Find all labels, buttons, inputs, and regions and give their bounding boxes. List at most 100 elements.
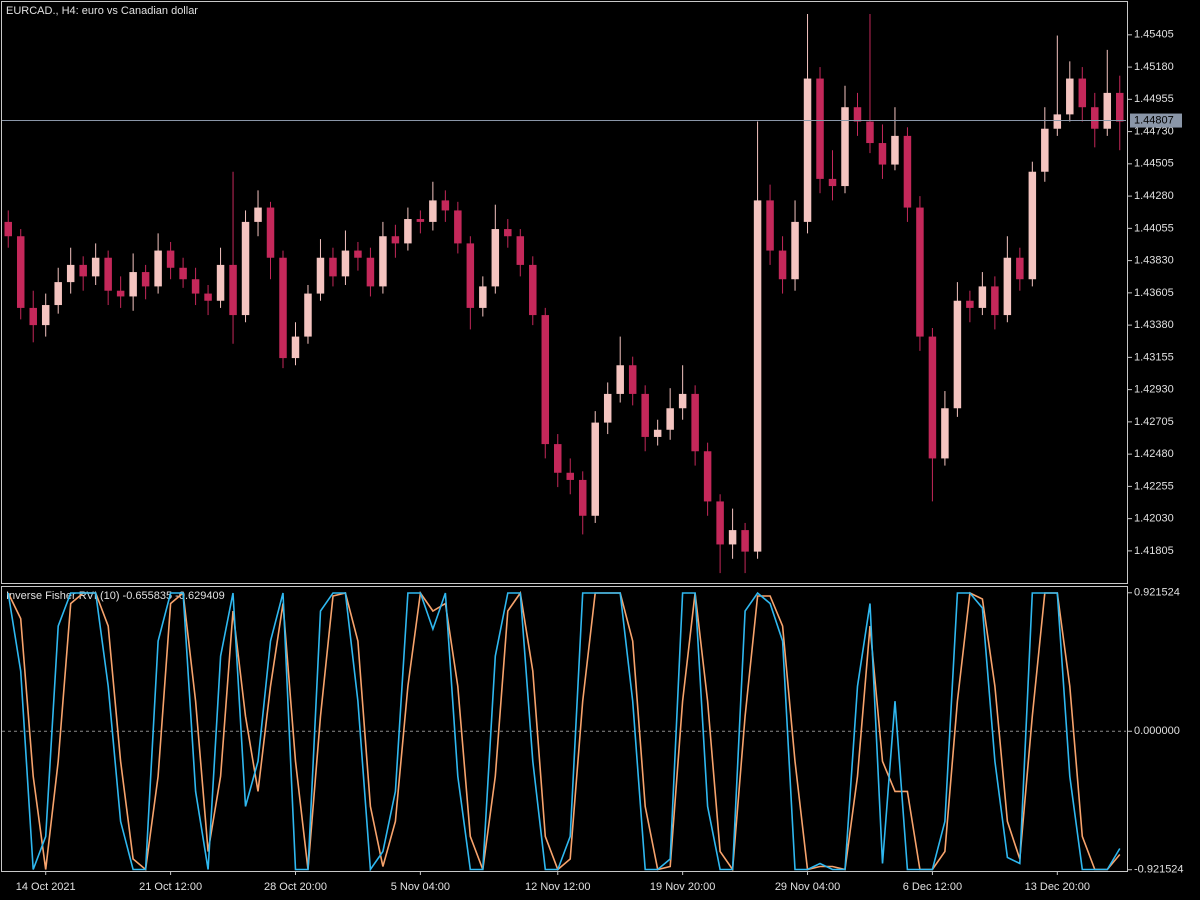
candle-body <box>154 250 162 287</box>
candle-body <box>391 236 400 244</box>
candle-body <box>678 393 687 409</box>
candle-body <box>1078 78 1087 108</box>
candle-body <box>266 207 275 258</box>
candle-body <box>991 286 999 316</box>
y-tick-label: 1.44730 <box>1134 125 1174 137</box>
candle-body <box>803 78 812 222</box>
candle-body <box>791 221 799 280</box>
y-tick-label: 1.42705 <box>1134 416 1174 428</box>
candle-body <box>916 207 924 337</box>
candle-body <box>229 264 237 316</box>
candle-body <box>191 279 200 294</box>
x-tick-label: 21 Oct 12:00 <box>139 881 202 893</box>
y-tick-label: 1.43605 <box>1134 287 1174 299</box>
candle-body <box>653 429 662 437</box>
indicator-pane-frame <box>1 586 1128 872</box>
candle-body <box>341 250 350 277</box>
x-tick-label: 6 Dec 12:00 <box>903 881 962 893</box>
candle-body <box>1041 128 1049 172</box>
indicator-line <box>7 591 1121 872</box>
candle-body <box>966 300 974 308</box>
x-tick-label: 14 Oct 2021 <box>16 881 76 893</box>
candle-body <box>54 282 62 306</box>
y-tick-label: 1.42030 <box>1134 513 1174 525</box>
candle-body <box>291 336 300 359</box>
candle-body <box>379 236 387 287</box>
candle-body <box>141 272 150 287</box>
y-tick-label: 1.42930 <box>1134 384 1174 396</box>
candle-body <box>454 210 462 244</box>
indicator-line <box>7 590 1121 872</box>
candle-body <box>1028 171 1037 280</box>
y-tick-label: 0.000000 <box>1134 725 1180 737</box>
candle-body <box>466 243 475 308</box>
candle-body <box>441 200 450 211</box>
candle-body <box>1116 92 1124 122</box>
candle-body <box>104 257 112 291</box>
candle-body <box>429 200 437 222</box>
x-tick-label: 28 Oct 20:00 <box>264 881 327 893</box>
price-pane-title: EURCAD., H4: euro vs Canadian dollar <box>6 5 198 17</box>
candle-body <box>703 451 712 502</box>
candle-body <box>179 267 187 280</box>
candle-body <box>204 293 212 301</box>
candle-body <box>816 78 824 179</box>
candle-body <box>941 408 949 459</box>
candle-body <box>41 305 50 326</box>
candle-body <box>504 229 512 237</box>
candle-body <box>216 264 225 301</box>
candle-body <box>978 286 987 308</box>
y-tick-label: 1.45405 <box>1134 29 1174 41</box>
y-tick-label: 1.43155 <box>1134 351 1174 363</box>
candle-body <box>741 530 749 552</box>
candle-body <box>778 250 787 280</box>
y-tick-label: 1.42480 <box>1134 448 1174 460</box>
candle-body <box>691 393 699 452</box>
x-tick-label: 29 Nov 04:00 <box>775 881 840 893</box>
y-tick-label: 1.43380 <box>1134 319 1174 331</box>
candle-body <box>29 307 37 326</box>
candle-body <box>666 408 674 430</box>
last-price-box <box>1130 113 1182 128</box>
price-pane-frame <box>1 1 1128 584</box>
y-tick-label: 1.41805 <box>1134 545 1174 557</box>
candle-body <box>479 286 487 308</box>
candle-body <box>753 200 762 552</box>
candle-body <box>366 257 375 287</box>
candle-body <box>279 257 287 359</box>
candle-body <box>766 200 774 251</box>
y-tick-label: 0.921524 <box>1134 587 1180 599</box>
candle-body <box>316 257 325 294</box>
candle-body <box>304 293 312 337</box>
candle-body <box>716 501 724 545</box>
y-tick-label: 1.44280 <box>1134 190 1174 202</box>
candle-body <box>554 444 562 473</box>
candle-body <box>516 236 525 265</box>
candle-body <box>354 250 362 258</box>
candle-body <box>329 257 337 277</box>
candle-body <box>1003 257 1012 316</box>
candle-body <box>1091 107 1099 129</box>
candle-body <box>841 107 849 187</box>
y-tick-label: 1.44955 <box>1134 93 1174 105</box>
candle-body <box>91 257 100 277</box>
candle-body <box>616 365 624 394</box>
candle-body <box>953 300 962 409</box>
candle-body <box>404 219 412 244</box>
candle-body <box>116 290 125 297</box>
candle-body <box>603 393 612 423</box>
candle-body <box>1066 78 1074 115</box>
x-tick-label: 19 Nov 20:00 <box>650 881 715 893</box>
candle-body <box>566 472 574 480</box>
candle-body <box>529 264 537 316</box>
candle-body <box>878 143 887 165</box>
candle-body <box>641 393 649 437</box>
candle-body <box>4 221 12 237</box>
y-tick-label: 1.44055 <box>1134 222 1174 234</box>
candle-body <box>1103 92 1112 129</box>
candle-body <box>728 530 737 545</box>
candle-body <box>416 219 425 222</box>
candle-body <box>79 264 87 277</box>
